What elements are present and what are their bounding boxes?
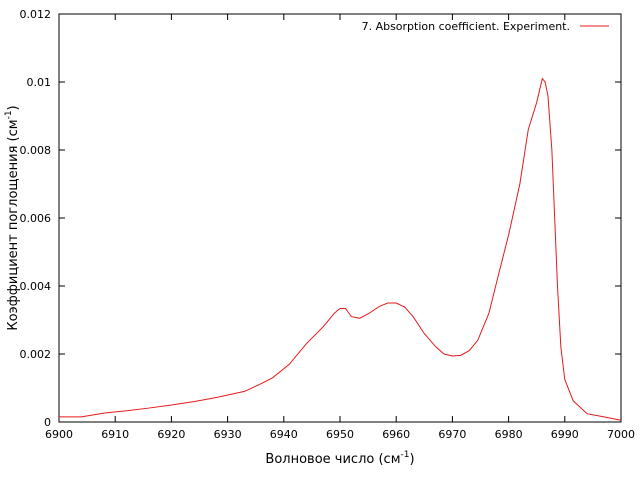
- x-tick-label: 6990: [551, 428, 579, 441]
- y-axis-ticks: 0 0.002 0.004 0.006 0.008 0.01 0.012: [20, 8, 621, 429]
- y-axis-title: Коэффициент поглощения (см-1): [4, 105, 21, 330]
- x-tick-label: 6930: [214, 428, 242, 441]
- y-tick-label: 0.002: [20, 348, 52, 361]
- y-tick-label: 0.008: [20, 144, 52, 157]
- y-tick-label: 0.004: [20, 280, 52, 293]
- y-tick-label: 0.01: [27, 76, 52, 89]
- x-tick-label: 6970: [438, 428, 466, 441]
- y-tick-label: 0.006: [20, 212, 52, 225]
- x-tick-label: 6960: [382, 428, 410, 441]
- plot-frame: [58, 13, 622, 423]
- plot-border: [58, 13, 622, 423]
- y-tick-label: 0: [44, 416, 51, 429]
- x-axis-title-superscript: -1: [401, 450, 410, 460]
- series-line: [59, 77, 622, 421]
- x-tick-label: 6980: [495, 428, 523, 441]
- y-tick-label: 0.012: [20, 8, 52, 21]
- x-tick-label: 6920: [157, 428, 185, 441]
- x-tick-label: 7000: [607, 428, 635, 441]
- x-tick-label: 6950: [326, 428, 354, 441]
- x-axis-ticks: 6900 6910 6920 6930 6940 6950 6960 6970 6980 6990…: [45, 14, 635, 441]
- y-axis-title-superscript: -1: [4, 110, 14, 119]
- x-axis-title: Волновое число (см-1): [265, 450, 414, 467]
- x-tick-label: 6910: [101, 428, 129, 441]
- legend: 7. Absorption coefficient. Experiment.: [362, 20, 609, 33]
- x-axis-title-end: ): [409, 452, 414, 467]
- y-axis-title-end: ): [6, 105, 21, 110]
- x-tick-label: 6940: [270, 428, 298, 441]
- x-tick-label: 6900: [45, 428, 73, 441]
- legend-label: 7. Absorption coefficient. Experiment.: [362, 20, 570, 33]
- series-layer: [59, 77, 622, 421]
